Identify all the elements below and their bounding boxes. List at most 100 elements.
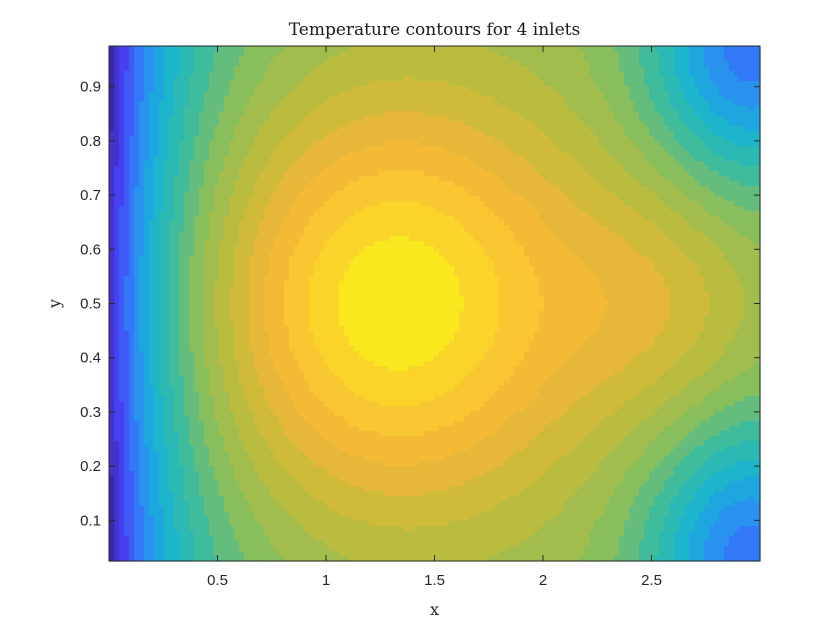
heatmap-cell — [229, 416, 235, 422]
heatmap-cell — [234, 276, 240, 282]
heatmap-cell — [184, 391, 190, 397]
heatmap-cell — [284, 366, 290, 372]
heatmap-cell — [199, 151, 205, 157]
heatmap-cell — [184, 266, 190, 272]
heatmap-cell — [349, 171, 355, 177]
heatmap-cell — [239, 191, 245, 197]
heatmap-cell — [184, 361, 190, 367]
heatmap-cell — [224, 516, 230, 522]
heatmap-cell — [199, 286, 205, 292]
heatmap-cell — [259, 216, 265, 222]
heatmap-cell — [119, 541, 125, 547]
heatmap-cell — [269, 146, 275, 152]
heatmap-cell — [194, 371, 200, 377]
heatmap-cell — [314, 351, 320, 357]
heatmap-cell — [249, 241, 255, 247]
heatmap-cell — [294, 221, 300, 227]
heatmap-cell — [234, 271, 240, 277]
heatmap-cell — [244, 536, 250, 542]
heatmap-cell — [129, 486, 135, 492]
heatmap-cell — [304, 146, 310, 152]
heatmap-cell — [299, 296, 305, 302]
heatmap-cell — [244, 381, 250, 387]
heatmap-cell — [299, 146, 305, 152]
heatmap-cell — [314, 151, 320, 157]
heatmap-cell — [319, 411, 325, 417]
heatmap-cell — [204, 301, 210, 307]
heatmap-cell — [319, 336, 325, 342]
heatmap-cell — [274, 381, 280, 387]
heatmap-cell — [214, 386, 220, 392]
heatmap-cell — [199, 221, 205, 227]
heatmap-cell — [139, 241, 145, 247]
heatmap-cell — [324, 341, 330, 347]
heatmap-cell — [139, 126, 145, 132]
heatmap-cell — [304, 556, 310, 562]
heatmap-cell — [194, 96, 200, 102]
heatmap-cell — [154, 171, 160, 177]
heatmap-cell — [139, 106, 145, 112]
heatmap-cell — [124, 161, 130, 167]
heatmap-cell — [149, 216, 155, 222]
heatmap-cell — [299, 101, 305, 107]
heatmap-cell — [109, 521, 115, 527]
heatmap-cell — [119, 211, 125, 217]
heatmap-cell — [129, 556, 135, 562]
heatmap-cell — [274, 236, 280, 242]
heatmap-cell — [124, 371, 130, 377]
heatmap-cell — [159, 286, 165, 292]
heatmap-cell — [174, 431, 180, 437]
heatmap-cell — [114, 386, 120, 392]
heatmap-cell — [294, 486, 300, 492]
heatmap-cell — [174, 311, 180, 317]
heatmap-cell — [209, 436, 215, 442]
heatmap-cell — [149, 91, 155, 97]
heatmap-cell — [309, 376, 315, 382]
heatmap-cell — [239, 136, 245, 142]
heatmap-cell — [284, 256, 290, 262]
heatmap-cell — [239, 376, 245, 382]
heatmap-cell — [304, 251, 310, 257]
heatmap-cell — [239, 276, 245, 282]
heatmap-cell — [299, 306, 305, 312]
heatmap-cell — [124, 331, 130, 337]
heatmap-cell — [234, 66, 240, 72]
temperature-contour-field — [109, 46, 761, 562]
heatmap-cell — [134, 86, 140, 92]
heatmap-cell — [254, 451, 260, 457]
heatmap-cell — [159, 381, 165, 387]
heatmap-cell — [149, 186, 155, 192]
heatmap-cell — [304, 216, 310, 222]
heatmap-cell — [164, 346, 170, 352]
heatmap-cell — [199, 291, 205, 297]
heatmap-cell — [224, 151, 230, 157]
heatmap-cell — [124, 541, 130, 547]
heatmap-cell — [314, 321, 320, 327]
heatmap-cell — [239, 536, 245, 542]
heatmap-cell — [314, 46, 320, 52]
heatmap-cell — [134, 171, 140, 177]
heatmap-cell — [324, 506, 330, 512]
heatmap-cell — [169, 46, 175, 52]
heatmap-cell — [334, 301, 340, 307]
heatmap-cell — [224, 246, 230, 252]
heatmap-cell — [274, 511, 280, 517]
heatmap-cell — [264, 486, 270, 492]
heatmap-cell — [224, 121, 230, 127]
heatmap-cell — [279, 341, 285, 347]
heatmap-cell — [279, 136, 285, 142]
heatmap-cell — [204, 236, 210, 242]
heatmap-cell — [129, 71, 135, 77]
heatmap-cell — [319, 66, 325, 72]
heatmap-cell — [349, 246, 355, 252]
heatmap-cell — [334, 551, 340, 557]
heatmap-cell — [159, 301, 165, 307]
heatmap-cell — [209, 111, 215, 117]
heatmap-cell — [179, 486, 185, 492]
heatmap-cell — [319, 546, 325, 552]
heatmap-cell — [244, 196, 250, 202]
heatmap-cell — [239, 111, 245, 117]
heatmap-cell — [264, 186, 270, 192]
heatmap-cell — [339, 111, 345, 117]
heatmap-cell — [219, 161, 225, 167]
